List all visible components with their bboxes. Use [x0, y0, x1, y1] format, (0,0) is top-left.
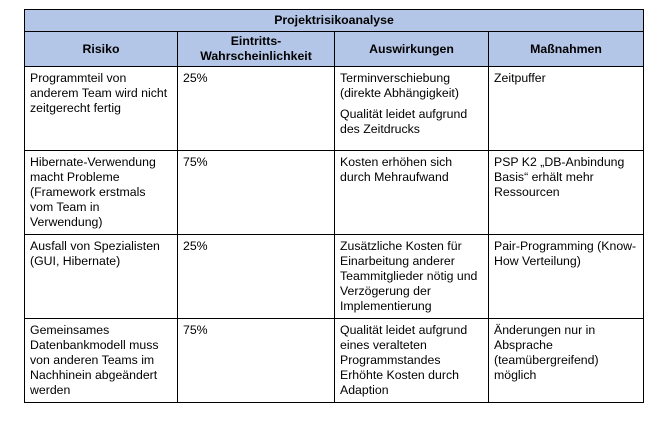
cell-auswirkungen: Terminverschiebung (direkte Abhängigkeit…	[334, 66, 489, 151]
header-wahrscheinlichkeit-text: Eintritts- Wahrscheinlichkeit	[200, 34, 312, 63]
table-title: Projektrisikoanalyse	[24, 9, 644, 32]
cell-auswirkungen: Qualität leidet aufgrund eines veraltete…	[334, 318, 489, 403]
cell-wahrscheinlichkeit: 25%	[177, 234, 335, 319]
cell-wahrscheinlichkeit: 75%	[177, 318, 335, 403]
header-risiko: Risiko	[24, 31, 178, 67]
auswirkung-text: Qualität leidet aufgrund des Zeitdrucks	[340, 107, 468, 136]
header-auswirkungen: Auswirkungen	[334, 31, 489, 67]
risk-analysis-table: Projektrisikoanalyse Risiko Eintritts- W…	[24, 9, 644, 403]
table-row: Gemeinsames Datenbankmodell muss von and…	[24, 318, 644, 403]
auswirkung-text: Terminverschiebung (direkte Abhängigkeit…	[340, 71, 459, 100]
cell-massnahmen: PSP K2 „DB-Anbindung Basis“ erhält mehr …	[488, 150, 644, 235]
cell-risiko: Programmteil von anderem Team wird nicht…	[24, 66, 178, 151]
table-title-row: Projektrisikoanalyse	[24, 9, 644, 32]
table-row: Programmteil von anderem Team wird nicht…	[24, 66, 644, 151]
auswirkung-text: Kosten erhöhen sich durch Mehraufwand	[340, 155, 453, 184]
cell-wahrscheinlichkeit: 25%	[177, 66, 335, 151]
auswirkung-text: Zusätzliche Kosten für Einarbeitung ande…	[340, 239, 478, 313]
table-header-row: Risiko Eintritts- Wahrscheinlichkeit Aus…	[24, 31, 644, 67]
cell-massnahmen: Zeitpuffer	[488, 66, 644, 151]
table-row: Ausfall von Spezialisten (GUI, Hibernate…	[24, 234, 644, 319]
table-row: Hibernate-Verwendung macht Probleme (Fra…	[24, 150, 644, 235]
cell-wahrscheinlichkeit: 75%	[177, 150, 335, 235]
cell-auswirkungen: Kosten erhöhen sich durch Mehraufwand	[334, 150, 489, 235]
cell-risiko: Gemeinsames Datenbankmodell muss von and…	[24, 318, 178, 403]
cell-massnahmen: Pair-Programming (Know-How Verteilung)	[488, 234, 644, 319]
header-massnahmen: Maßnahmen	[488, 31, 644, 67]
cell-risiko: Ausfall von Spezialisten (GUI, Hibernate…	[24, 234, 178, 319]
cell-auswirkungen: Zusätzliche Kosten für Einarbeitung ande…	[334, 234, 489, 319]
cell-massnahmen: Änderungen nur in Absprache (teamübergre…	[488, 318, 644, 403]
cell-risiko: Hibernate-Verwendung macht Probleme (Fra…	[24, 150, 178, 235]
auswirkung-text: Qualität leidet aufgrund eines veraltete…	[340, 323, 468, 397]
header-wahrscheinlichkeit: Eintritts- Wahrscheinlichkeit	[177, 31, 335, 67]
